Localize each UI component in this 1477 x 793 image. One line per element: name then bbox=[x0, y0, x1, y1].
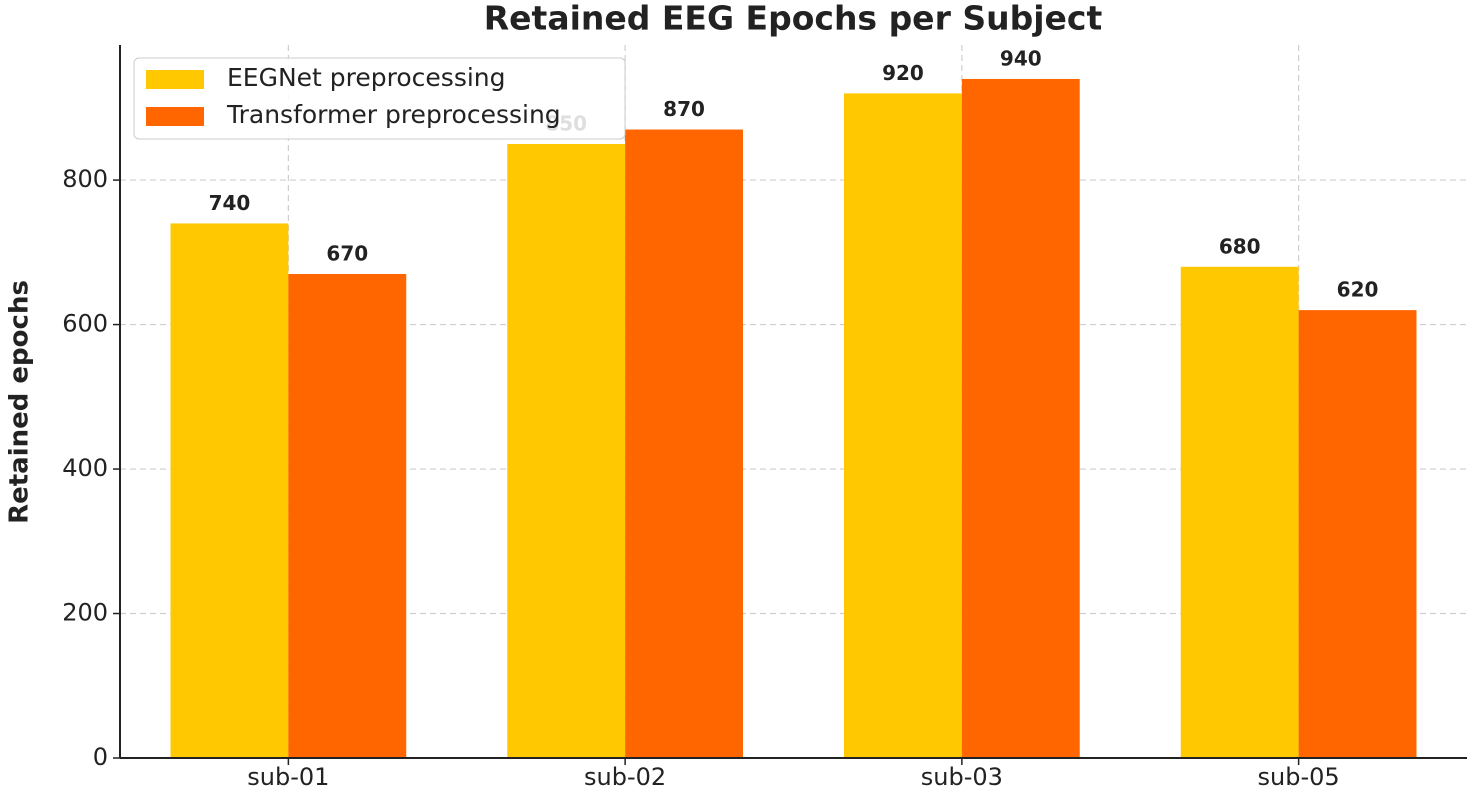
value-label: 870 bbox=[663, 97, 705, 121]
legend: EEGNet preprocessing Transformer preproce… bbox=[133, 57, 626, 140]
y-tick-label: 0 bbox=[93, 743, 108, 771]
bar bbox=[507, 143, 626, 758]
bar bbox=[1298, 310, 1417, 758]
bar bbox=[844, 93, 962, 758]
value-label: 940 bbox=[1000, 46, 1042, 70]
value-label: 740 bbox=[209, 191, 251, 215]
y-tick-label: 800 bbox=[62, 165, 108, 193]
x-tick-label: sub-05 bbox=[1258, 763, 1340, 791]
x-tick-label: sub-02 bbox=[584, 763, 666, 791]
legend-swatch bbox=[146, 70, 204, 89]
x-tick-label: sub-03 bbox=[921, 763, 1003, 791]
legend-label: Transformer preprocessing bbox=[226, 100, 561, 129]
y-tick-label: 400 bbox=[62, 454, 108, 482]
value-label: 680 bbox=[1219, 234, 1261, 258]
bar bbox=[961, 78, 1080, 758]
chart-title: Retained EEG Epochs per Subject bbox=[484, 0, 1103, 38]
legend-label: EEGNet preprocessing bbox=[227, 63, 506, 92]
bar bbox=[625, 129, 743, 758]
y-axis-label: Retained epochs bbox=[5, 280, 35, 524]
legend-swatch bbox=[146, 107, 204, 126]
y-tick-label: 200 bbox=[62, 599, 108, 627]
bar bbox=[170, 223, 289, 758]
bar bbox=[1180, 266, 1299, 758]
x-tick-label: sub-01 bbox=[247, 763, 329, 791]
value-label: 920 bbox=[882, 61, 924, 85]
value-label: 620 bbox=[1337, 278, 1379, 302]
bar bbox=[288, 273, 407, 758]
value-label: 670 bbox=[326, 241, 368, 265]
y-tick-label: 600 bbox=[62, 310, 108, 338]
legend-box bbox=[133, 57, 626, 140]
